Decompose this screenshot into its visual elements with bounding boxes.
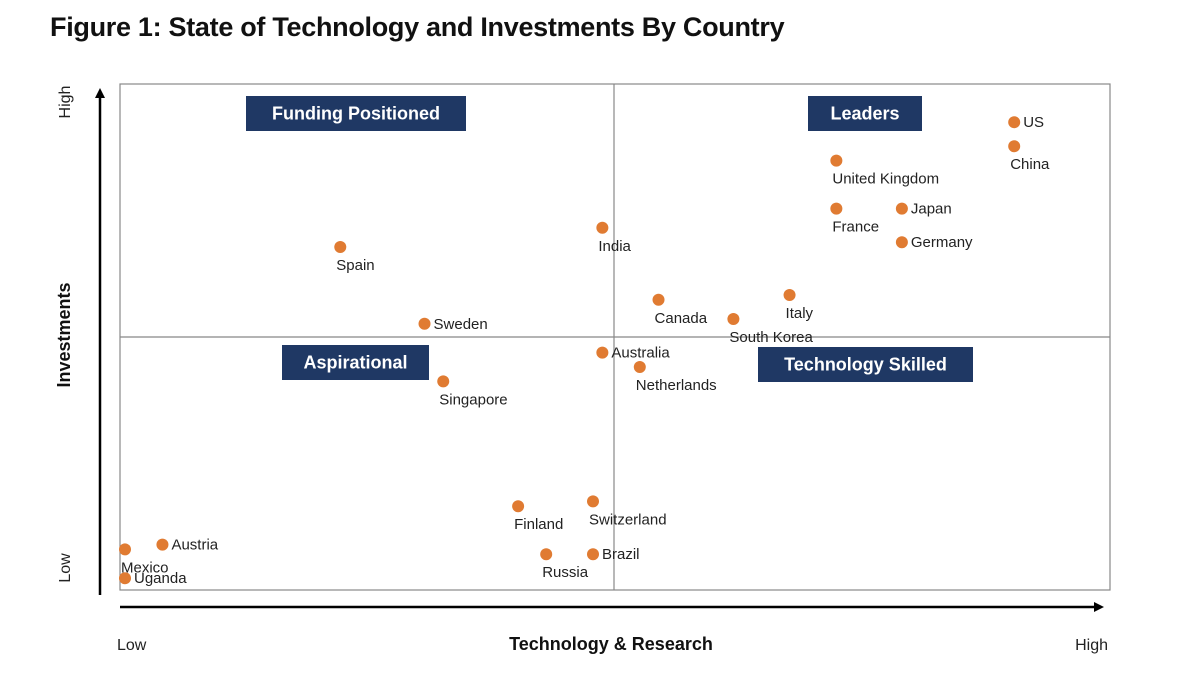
point-label: China (1010, 156, 1050, 173)
point-label: India (598, 238, 631, 255)
data-point-singapore: Singapore (437, 375, 508, 408)
data-point-france: France (830, 202, 879, 236)
point-marker (1008, 116, 1021, 129)
y-axis-low-label: Low (57, 553, 74, 583)
point-marker (119, 572, 131, 585)
point-marker (1008, 140, 1021, 153)
point-label: Singapore (439, 391, 507, 408)
data-point-australia: Australia (596, 345, 670, 362)
point-label: Mexico (121, 559, 169, 576)
y-axis-title: Investments (54, 282, 74, 387)
point-label: Netherlands (636, 377, 717, 394)
data-point-brazil: Brazil (587, 546, 640, 563)
quadrant-label-text: Funding Positioned (272, 104, 440, 124)
quadrant-label-text: Aspirational (303, 353, 407, 373)
quadrant-label-aspirational: Aspirational (282, 345, 429, 380)
data-point-us: US (1008, 114, 1044, 131)
data-point-japan: Japan (895, 201, 952, 218)
data-point-netherlands: Netherlands (633, 361, 717, 394)
point-marker (437, 375, 450, 388)
point-label: Brazil (602, 546, 640, 563)
data-point-finland: Finland (512, 500, 563, 533)
point-label: Uganda (134, 570, 187, 587)
data-point-china: China (1008, 140, 1050, 173)
point-marker (540, 548, 553, 561)
data-point-uganda: Uganda (119, 570, 187, 587)
point-label: Australia (611, 345, 670, 362)
data-point-mexico: Mexico (119, 543, 169, 576)
x-axis-title: Technology & Research (509, 634, 713, 654)
point-marker (633, 361, 646, 373)
point-marker (596, 221, 609, 234)
point-label: Russia (542, 564, 589, 581)
point-label: Canada (655, 310, 708, 327)
point-label: US (1023, 114, 1044, 131)
point-label: Austria (171, 537, 218, 554)
point-label: Spain (336, 257, 374, 274)
page-title: Figure 1: State of Technology and Invest… (50, 12, 785, 42)
point-label: Finland (514, 516, 563, 533)
x-axis-low-label: Low (117, 637, 147, 654)
point-marker (512, 500, 525, 513)
point-marker (830, 154, 843, 167)
point-label: Germany (911, 234, 973, 251)
x-axis-high-label: High (1075, 637, 1108, 654)
quadrant-label-text: Technology Skilled (784, 355, 947, 375)
point-label: South Korea (729, 329, 813, 346)
point-marker (895, 236, 908, 249)
data-point-sweden: Sweden (418, 316, 488, 333)
data-point-south-korea: South Korea (727, 313, 813, 346)
point-marker (334, 241, 347, 253)
quadrant-label-leaders: Leaders (808, 96, 922, 131)
data-point-germany: Germany (895, 234, 973, 251)
point-marker (830, 202, 843, 215)
point-label: Switzerland (589, 511, 667, 528)
point-marker (587, 495, 599, 508)
point-label: Italy (786, 305, 814, 322)
point-marker (652, 293, 665, 306)
point-label: Japan (911, 201, 952, 218)
data-point-italy: Italy (783, 289, 814, 322)
point-marker (156, 538, 169, 551)
point-marker (783, 289, 796, 301)
point-label: United Kingdom (832, 171, 939, 188)
point-marker (587, 548, 599, 561)
data-point-russia: Russia (540, 548, 589, 581)
quadrant-label-technology-skilled: Technology Skilled (758, 347, 973, 382)
point-marker (418, 317, 431, 330)
data-point-austria: Austria (156, 537, 219, 554)
point-marker (895, 202, 908, 215)
point-marker (727, 313, 740, 325)
point-label: France (832, 219, 879, 236)
data-point-spain: Spain (334, 241, 375, 274)
quadrant-label-text: Leaders (830, 104, 899, 124)
data-point-canada: Canada (652, 293, 708, 327)
data-point-united-kingdom: United Kingdom (830, 154, 939, 188)
quadrant-label-funding-positioned: Funding Positioned (246, 96, 466, 131)
y-axis-high-label: High (57, 86, 74, 119)
point-marker (119, 543, 131, 556)
point-label: Sweden (434, 316, 488, 333)
data-point-switzerland: Switzerland (587, 495, 667, 528)
data-point-india: India (596, 221, 632, 255)
point-marker (596, 346, 609, 359)
